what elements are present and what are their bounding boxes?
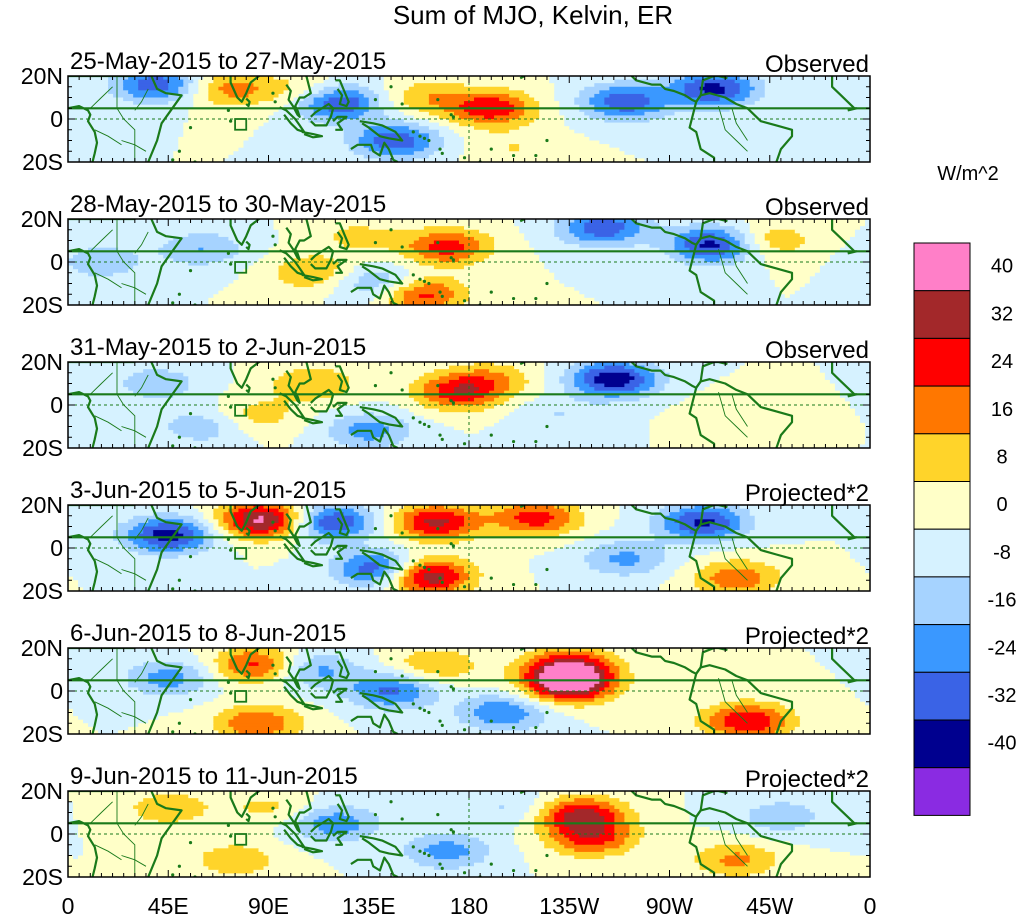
longitude-label: 90W <box>646 893 694 919</box>
map-panel: 9-Jun-2015 to 11-Jun-2015 Projected*2 20N 0… <box>21 763 871 890</box>
map-panel: 31-May-2015 to 2-Jun-2015 Observed 20N 0 20S <box>21 334 871 461</box>
coastlines <box>68 362 870 448</box>
latitude-label: 0 <box>50 106 63 132</box>
latitude-label: 20N <box>21 63 63 89</box>
longitude-label: 45W <box>746 893 794 919</box>
panel-date-range: 31-May-2015 to 2-Jun-2015 <box>70 334 366 361</box>
map-panel: 6-Jun-2015 to 8-Jun-2015 Projected*2 20N 0 2… <box>21 620 871 747</box>
region-box <box>234 404 248 417</box>
figure-title: Sum of MJO, Kelvin, ER <box>393 0 673 30</box>
panel-date-range: 9-Jun-2015 to 11-Jun-2015 <box>70 763 358 790</box>
panel-kind-label: Projected*2 <box>745 766 869 793</box>
panel-date-range: 25-May-2015 to 27-May-2015 <box>70 48 386 75</box>
panel-date-range: 6-Jun-2015 to 8-Jun-2015 <box>70 620 346 647</box>
colorbar-label: -24 <box>988 637 1017 659</box>
panel-ticks <box>67 790 871 878</box>
colorbar-label: 0 <box>996 494 1007 516</box>
panel-kind-label: Observed <box>765 194 869 221</box>
colorbar-label: 8 <box>996 447 1007 469</box>
anomaly-field <box>68 362 870 448</box>
panel-ticks <box>67 218 871 306</box>
latitude-label: 20S <box>22 292 63 318</box>
panel-date-range: 3-Jun-2015 to 5-Jun-2015 <box>70 477 346 504</box>
panel-kind-label: Projected*2 <box>745 623 869 650</box>
colorbar-swatch <box>913 385 971 435</box>
map-panels: 25-May-2015 to 27-May-2015 Observed 20N 0 20… <box>21 48 871 890</box>
longitude-label: 135W <box>539 893 599 919</box>
latitude-label: 0 <box>50 821 63 847</box>
colorbar-swatch <box>913 242 971 292</box>
latitude-label: 0 <box>50 249 63 275</box>
coastlines <box>68 219 870 305</box>
panel-date-range: 28-May-2015 to 30-May-2015 <box>70 191 386 218</box>
coastlines <box>68 76 870 162</box>
latitude-label: 20N <box>21 635 63 661</box>
longitude-label: 135E <box>342 893 396 919</box>
latitude-label: 20S <box>22 721 63 747</box>
colorbar-label: 32 <box>991 303 1013 325</box>
latitude-label: 20S <box>22 435 63 461</box>
longitude-label: 45E <box>148 893 189 919</box>
region-box <box>234 690 248 703</box>
colorbar-label: 16 <box>991 399 1013 421</box>
longitude-axis: 0 45E 90E 135E 180 135W 90W 45W 0 <box>62 893 877 919</box>
latitude-label: 20S <box>22 149 63 175</box>
colorbar-label: -8 <box>993 542 1011 564</box>
panel-ticks <box>67 361 871 449</box>
latitude-label: 0 <box>50 535 63 561</box>
anomaly-field <box>68 76 870 162</box>
latitude-label: 20N <box>21 778 63 804</box>
latitude-label: 0 <box>50 678 63 704</box>
colorbar-swatch <box>913 337 971 387</box>
colorbar-swatch <box>913 767 971 816</box>
colorbar-swatch <box>913 624 971 673</box>
latitude-label: 20N <box>21 206 63 232</box>
colorbar-label: -32 <box>988 685 1017 707</box>
region-box <box>234 118 248 131</box>
colorbar-label: -40 <box>988 733 1017 755</box>
coastlines <box>68 505 870 591</box>
colorbar-swatch <box>913 481 971 530</box>
longitude-label: 0 <box>62 893 75 919</box>
latitude-label: 20N <box>21 492 63 518</box>
latitude-label: 20S <box>22 578 63 604</box>
panel-ticks <box>67 75 871 163</box>
colorbar-swatch <box>913 719 971 769</box>
longitude-label: 180 <box>450 893 488 919</box>
colorbar-swatch <box>913 290 971 339</box>
latitude-label: 20N <box>21 349 63 375</box>
colorbar-swatch <box>913 576 971 626</box>
longitude-label: 0 <box>864 893 877 919</box>
colorbar-units: W/m^2 <box>937 163 999 185</box>
colorbar-swatch <box>913 528 971 578</box>
colorbar-swatch <box>913 671 971 721</box>
coastlines <box>68 648 870 734</box>
anomaly-field <box>68 791 870 877</box>
anomaly-field <box>68 505 870 591</box>
region-box <box>234 547 248 560</box>
map-panel: 28-May-2015 to 30-May-2015 Observed 20N 0 20… <box>21 191 871 318</box>
colorbar-label: 40 <box>991 256 1013 278</box>
colorbar-swatch <box>913 433 971 482</box>
colorbar: W/m^2 40 32 24 16 8 0 -8 -16 -24 -32 -40 <box>913 163 1017 816</box>
map-panel: 25-May-2015 to 27-May-2015 Observed 20N 0 20… <box>21 48 871 175</box>
region-box <box>234 833 248 846</box>
panel-kind-label: Observed <box>765 337 869 364</box>
latitude-label: 20S <box>22 864 63 890</box>
anomaly-field <box>68 648 870 734</box>
latitude-label: 0 <box>50 392 63 418</box>
region-box <box>234 261 248 274</box>
anomaly-field <box>68 219 870 305</box>
panel-kind-label: Observed <box>765 51 869 78</box>
colorbar-label: 24 <box>991 351 1013 373</box>
panel-ticks <box>67 504 871 592</box>
colorbar-label: -16 <box>988 590 1017 612</box>
panel-ticks <box>67 647 871 735</box>
map-panel: 3-Jun-2015 to 5-Jun-2015 Projected*2 20N 0 2… <box>21 477 871 604</box>
longitude-label: 90E <box>248 893 289 919</box>
panel-kind-label: Projected*2 <box>745 480 869 507</box>
